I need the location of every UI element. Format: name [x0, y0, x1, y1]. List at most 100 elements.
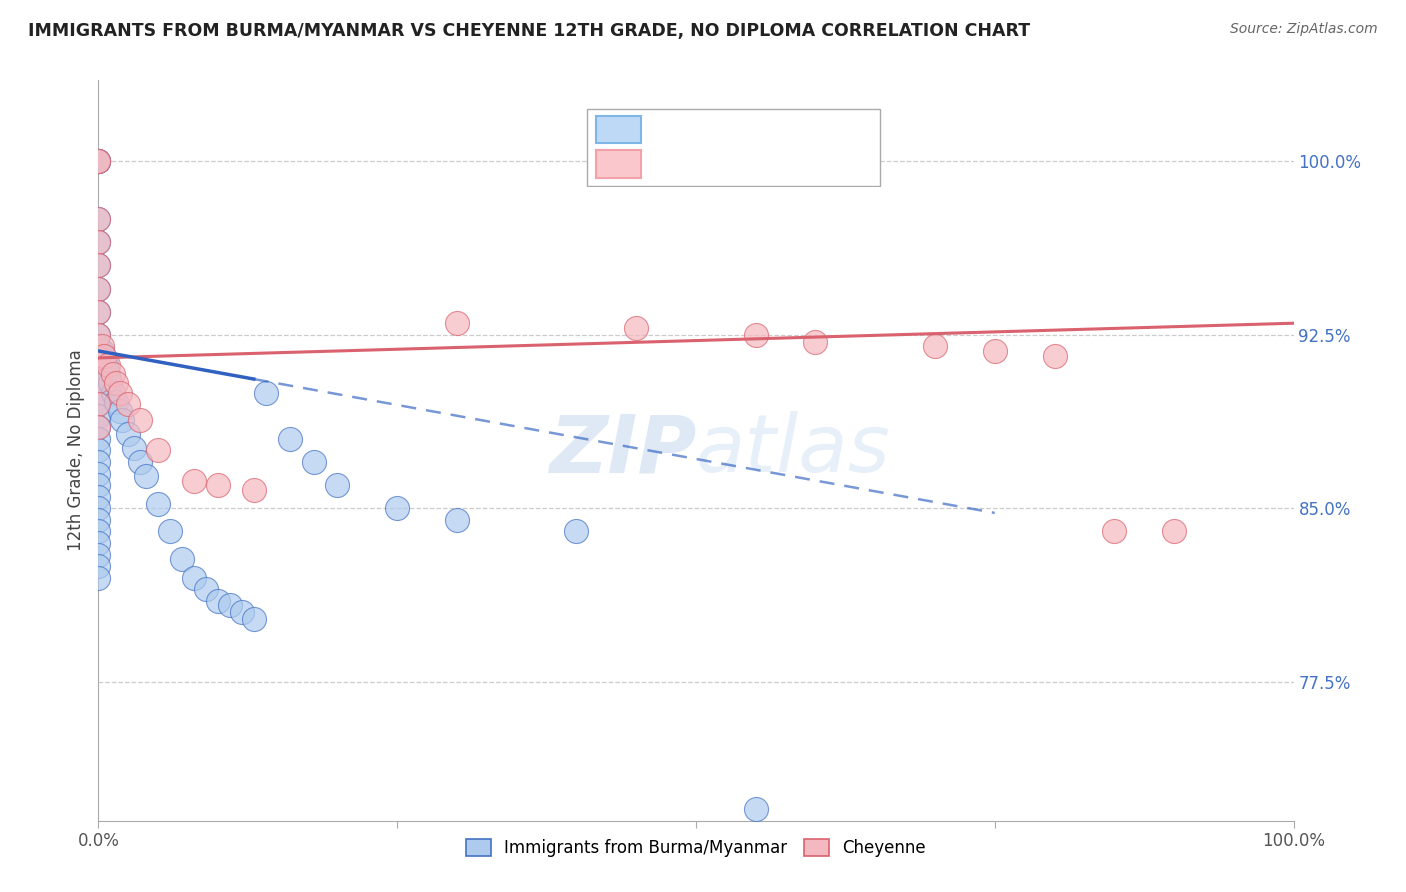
Point [87, 501, 110, 516]
Point [111, 413, 134, 427]
Point [87, 420, 110, 434]
Point [626, 321, 648, 335]
Point [98, 372, 121, 386]
Point [243, 612, 266, 626]
Point [243, 483, 266, 497]
Point [148, 443, 170, 458]
Point [159, 524, 181, 539]
Point [87, 385, 110, 400]
Point [87, 304, 110, 318]
Point [87, 513, 110, 527]
FancyBboxPatch shape [596, 151, 641, 178]
Point [87, 490, 110, 504]
Point [87, 304, 110, 318]
Point [219, 599, 242, 613]
Point [87, 455, 110, 469]
Point [87, 362, 110, 376]
Point [254, 385, 277, 400]
Point [87, 397, 110, 411]
Point [87, 409, 110, 423]
Point [302, 455, 325, 469]
Point [105, 376, 128, 391]
Point [129, 455, 152, 469]
Point [87, 443, 110, 458]
Point [195, 582, 218, 597]
Point [804, 334, 827, 349]
Point [87, 281, 110, 295]
Point [87, 154, 110, 169]
Point [1104, 524, 1126, 539]
Point [172, 552, 194, 566]
Point [87, 339, 110, 353]
Point [87, 212, 110, 227]
Point [183, 571, 205, 585]
Point [326, 478, 349, 492]
Text: N =: N = [783, 156, 813, 170]
Point [87, 258, 110, 272]
Text: 0.114: 0.114 [717, 156, 765, 170]
Point [1043, 349, 1066, 363]
Text: 33: 33 [834, 156, 856, 170]
Point [108, 404, 131, 418]
Point [91, 339, 114, 353]
Legend: Immigrants from Burma/Myanmar, Cheyenne: Immigrants from Burma/Myanmar, Cheyenne [460, 832, 932, 864]
Point [87, 548, 110, 562]
Point [117, 427, 139, 442]
Point [87, 235, 110, 250]
Point [278, 432, 301, 446]
Point [924, 339, 946, 353]
Point [98, 376, 122, 391]
Point [105, 395, 128, 409]
Point [565, 524, 588, 539]
Point [984, 343, 1007, 358]
Point [446, 513, 468, 527]
Point [117, 397, 139, 411]
Point [745, 802, 768, 816]
Point [87, 258, 110, 272]
Point [87, 327, 110, 342]
Point [207, 594, 229, 608]
Point [87, 281, 110, 295]
Text: atlas: atlas [696, 411, 891, 490]
Point [87, 374, 110, 388]
Point [135, 469, 157, 483]
Point [183, 474, 205, 488]
Point [87, 154, 110, 169]
Text: 63: 63 [834, 121, 856, 136]
Point [87, 478, 110, 492]
Point [385, 501, 409, 516]
Point [87, 374, 110, 388]
Point [129, 413, 152, 427]
Point [108, 385, 131, 400]
Point [87, 212, 110, 227]
Point [91, 343, 114, 358]
Point [87, 559, 110, 574]
Text: N =: N = [783, 121, 813, 136]
Point [87, 154, 110, 169]
Point [87, 154, 110, 169]
Point [446, 316, 468, 330]
Point [87, 397, 110, 411]
Point [94, 358, 117, 372]
Point [91, 349, 114, 363]
Point [93, 353, 115, 368]
Text: R =: R = [657, 156, 685, 170]
Point [207, 478, 229, 492]
Point [96, 362, 118, 376]
Point [124, 441, 146, 455]
Point [87, 154, 110, 169]
Point [97, 358, 120, 372]
Point [87, 524, 110, 539]
FancyBboxPatch shape [586, 110, 880, 186]
Point [97, 367, 120, 381]
Text: R =: R = [657, 121, 685, 136]
Point [93, 349, 115, 363]
FancyBboxPatch shape [596, 116, 641, 143]
Point [101, 385, 124, 400]
Text: IMMIGRANTS FROM BURMA/MYANMAR VS CHEYENNE 12TH GRADE, NO DIPLOMA CORRELATION CHA: IMMIGRANTS FROM BURMA/MYANMAR VS CHEYENN… [28, 22, 1031, 40]
Text: Source: ZipAtlas.com: Source: ZipAtlas.com [1230, 22, 1378, 37]
Point [101, 367, 124, 381]
Point [745, 327, 768, 342]
Point [87, 571, 110, 585]
Point [87, 351, 110, 365]
